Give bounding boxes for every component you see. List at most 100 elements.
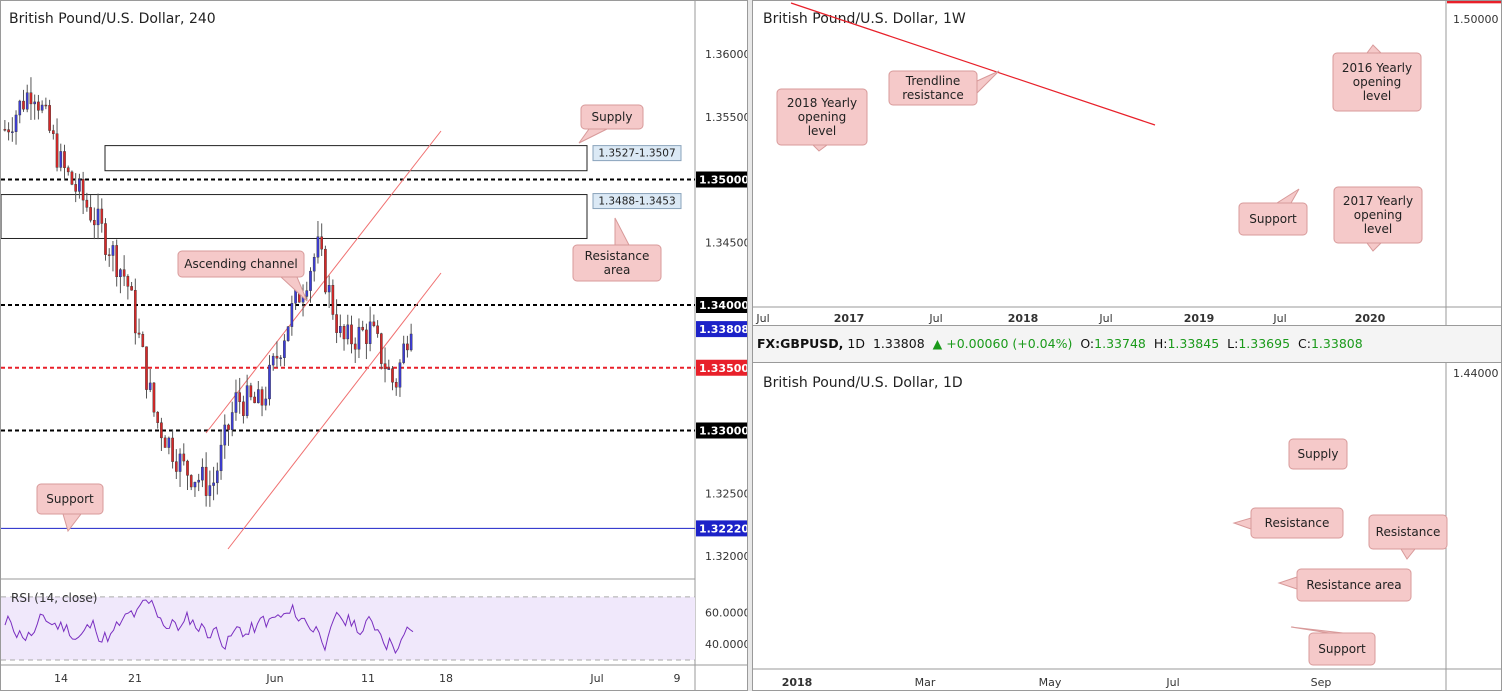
callout-support-1w-pointer xyxy=(1275,188,1300,204)
candle-240-candle xyxy=(380,333,383,364)
ticker-close-label: C: xyxy=(1298,336,1311,351)
callout-resistance-1d-text: Resistance xyxy=(1376,525,1441,539)
candle-240-candle xyxy=(141,334,145,347)
candle-240-candle xyxy=(70,171,74,185)
rsi-title: RSI (14, close) xyxy=(11,591,97,605)
chart-240-canvas: British Pound/U.S. Dollar, 240 1.36000 1.3… xyxy=(1,1,748,690)
candle-240-candle xyxy=(365,329,368,344)
callout-resistance-1376-text: Resistance xyxy=(1265,516,1330,530)
candle-240-candle xyxy=(74,184,78,192)
candle-240-candle xyxy=(391,368,394,383)
callout-2016-opening-level-text: opening xyxy=(1353,75,1402,89)
callout-trendline-resistance-box xyxy=(888,70,978,106)
candle-240-candle xyxy=(290,303,294,327)
candle-240-candle xyxy=(107,254,111,256)
level-tag-240-bg xyxy=(696,359,747,376)
chart-gbpusd-1d[interactable]: British Pound/U.S. Dollar, 1D1.440001.42… xyxy=(752,362,1502,691)
callout-2017-opening-level-pointer xyxy=(1366,242,1383,252)
candle-240-candle xyxy=(167,437,171,448)
callout-support-1w-text: Support xyxy=(1249,212,1297,226)
callout-2017-opening-level-text: opening xyxy=(1354,208,1403,222)
callout-supply-240-box xyxy=(580,104,644,130)
y-tick-240: 1.35500 xyxy=(705,111,748,124)
candle-240-candle xyxy=(327,285,331,293)
candle-240-candle xyxy=(394,382,398,388)
candle-240-candle xyxy=(63,151,66,168)
x-tick-1w: Jul xyxy=(1272,312,1286,325)
resistance-area-zone-240 xyxy=(1,194,588,239)
candle-240-candle xyxy=(253,396,256,404)
candle-240-candle xyxy=(148,382,152,390)
candle-240-candle xyxy=(66,167,70,173)
x-tick-1w: 2018 xyxy=(1008,312,1039,325)
candle-240-candle xyxy=(178,453,182,472)
candle-240-candle xyxy=(44,104,48,107)
x-tick-1d: May xyxy=(1039,676,1062,689)
x-tick-1d: Mar xyxy=(915,676,936,689)
level-tag-240: 1.32220 xyxy=(699,522,748,535)
candle-240-candle xyxy=(171,437,174,462)
candle-240-candle xyxy=(59,151,63,168)
candle-240-candle xyxy=(126,276,130,287)
ticker-low: 1.33695 xyxy=(1238,336,1291,351)
candle-240-candle xyxy=(204,466,208,496)
candle-240-candle xyxy=(29,92,33,105)
callout-trendline-resistance-pointer xyxy=(976,70,1000,95)
x-tick-1w: 2019 xyxy=(1184,312,1215,325)
ticker-open-label: O: xyxy=(1080,336,1095,351)
chart-gbpusd-240[interactable]: British Pound/U.S. Dollar, 240 1.36000 1.3… xyxy=(0,0,748,691)
candle-240-candle xyxy=(249,385,253,398)
callout-ascending-channel-box xyxy=(177,250,305,278)
candle-240-candle xyxy=(130,286,133,291)
y-tick-240: 1.34500 xyxy=(705,236,748,249)
level-tag-240: 1.33500 xyxy=(699,362,748,375)
callout-2018-opening-level-box xyxy=(776,88,868,146)
candle-240-candle xyxy=(342,326,346,340)
level-tag-240-bg xyxy=(696,422,747,439)
y-tick-1d: 1.44000 xyxy=(1453,367,1499,380)
candle-240-candle xyxy=(197,479,200,483)
y-tick-1w: 1.50000 xyxy=(1453,13,1499,26)
x-tick-1d: 2018 xyxy=(782,676,813,689)
callout-2017-opening-level-text: 2017 Yearly xyxy=(1343,194,1413,208)
callout-resistance-area-1d-pointer xyxy=(1277,576,1298,590)
ticker-change: +0.00060 (+0.04%) xyxy=(946,336,1073,351)
callout-support-1d-box xyxy=(1308,632,1376,666)
callout-ascending-channel-text: Ascending channel xyxy=(184,257,298,271)
callout-resistance-area-240-pointer xyxy=(614,217,630,246)
callout-resistance-1376-pointer xyxy=(1232,517,1252,530)
ticker-open: 1.33748 xyxy=(1094,336,1146,351)
candle-240-candle xyxy=(85,199,89,208)
level-tag-1w: 1.47320 xyxy=(1450,1,1500,2)
x-tick-240: 14 xyxy=(54,672,68,685)
candle-240-candle xyxy=(353,343,357,350)
candle-240-candle xyxy=(387,368,391,370)
candle-240-candle xyxy=(160,422,163,439)
callout-resistance-area-1d-text: Resistance area xyxy=(1306,578,1401,592)
trendline-resistance-line xyxy=(790,2,1156,126)
callout-resistance-1d-pointer xyxy=(1400,548,1417,560)
x-tick-1w: Jul xyxy=(928,312,942,325)
candle-240-candle xyxy=(145,346,148,390)
candle-240-candle xyxy=(119,269,122,278)
candle-240-candle xyxy=(368,321,372,344)
level-tag-240-bg xyxy=(696,297,747,313)
x-tick-1d: Jul xyxy=(1165,676,1179,689)
candle-240-candle xyxy=(37,101,40,111)
candle-240-candle xyxy=(234,392,238,413)
chart-gbpusd-1w[interactable]: British Pound/U.S. Dollar, 1W1.500001.45… xyxy=(752,0,1502,326)
candle-240-candle xyxy=(89,207,92,221)
candle-240-candle xyxy=(96,208,100,226)
candle-240-candle xyxy=(115,245,119,278)
callout-2018-opening-level-text: level xyxy=(808,124,837,138)
level-tag-240: 1.35000 xyxy=(699,174,748,187)
callout-2017-opening-level-text: level xyxy=(1364,222,1393,236)
candle-240-candle xyxy=(271,355,275,366)
candle-240-candle xyxy=(10,131,14,133)
level-tag-1w-bg xyxy=(1447,1,1501,4)
candle-240-candle xyxy=(402,343,405,363)
x-tick-1w: 2020 xyxy=(1355,312,1386,325)
candle-240-candle xyxy=(7,129,10,133)
candle-240-candle xyxy=(398,362,402,388)
level-tag-240: 1.33000 xyxy=(699,425,748,438)
